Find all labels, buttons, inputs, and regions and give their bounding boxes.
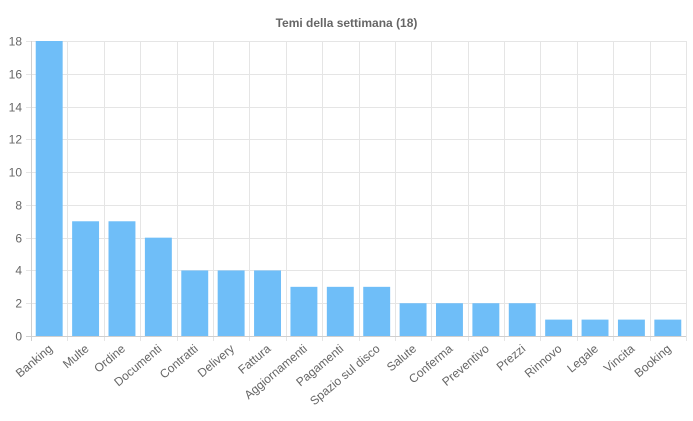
bar-banking[interactable] — [35, 41, 63, 336]
bar-ordine[interactable] — [108, 221, 136, 336]
bar-vincita[interactable] — [617, 319, 645, 336]
y-tick-label: 8 — [15, 199, 22, 213]
y-tick-label: 6 — [15, 232, 22, 246]
chart-title: Temi della settimana (18) — [276, 16, 418, 30]
x-tick-label: Banking — [13, 342, 55, 381]
x-tick-label: Contratti — [157, 342, 201, 382]
x-tick-label: Multe — [60, 341, 92, 371]
x-tick-label: Rinnovo — [522, 341, 565, 380]
bars — [35, 41, 682, 336]
bar-pagamenti[interactable] — [326, 286, 354, 336]
bar-booking[interactable] — [654, 319, 682, 336]
y-tick-label: 2 — [15, 297, 22, 311]
x-tick-label: Aggiornamenti — [242, 342, 310, 402]
bar-documenti[interactable] — [144, 237, 172, 336]
bar-aggiornamenti[interactable] — [290, 286, 318, 336]
bar-salute[interactable] — [399, 303, 427, 336]
bar-fattura[interactable] — [254, 270, 281, 336]
bar-legale[interactable] — [581, 319, 609, 336]
y-tick-label: 4 — [15, 264, 22, 278]
y-tick-label: 0 — [15, 330, 22, 344]
grid-lines — [26, 41, 687, 341]
bar-multe[interactable] — [72, 221, 100, 336]
y-tick-label: 16 — [9, 68, 23, 82]
x-tick-label: Legale — [564, 341, 601, 375]
bar-prezzi[interactable] — [508, 303, 536, 336]
bar-spazio-sul-disco[interactable] — [363, 286, 391, 336]
y-tick-label: 10 — [9, 166, 23, 180]
y-tick-label: 14 — [9, 101, 23, 115]
bar-delivery[interactable] — [217, 270, 245, 336]
y-tick-label: 18 — [9, 35, 23, 49]
bar-preventivo[interactable] — [472, 303, 500, 336]
y-tick-label: 12 — [9, 133, 23, 147]
bar-contratti[interactable] — [181, 270, 209, 336]
x-axis-ticks: Banking Multe OrdineDocumentiContrattiDeli… — [13, 341, 674, 408]
y-axis-ticks: 0 2 4 6 8 10 12 14 16 18 — [9, 35, 23, 344]
x-tick-label: Booking — [632, 342, 674, 381]
x-tick-label: Delivery — [195, 342, 237, 381]
bar-conferma[interactable] — [436, 303, 463, 336]
bar-rinnovo[interactable] — [545, 319, 573, 336]
